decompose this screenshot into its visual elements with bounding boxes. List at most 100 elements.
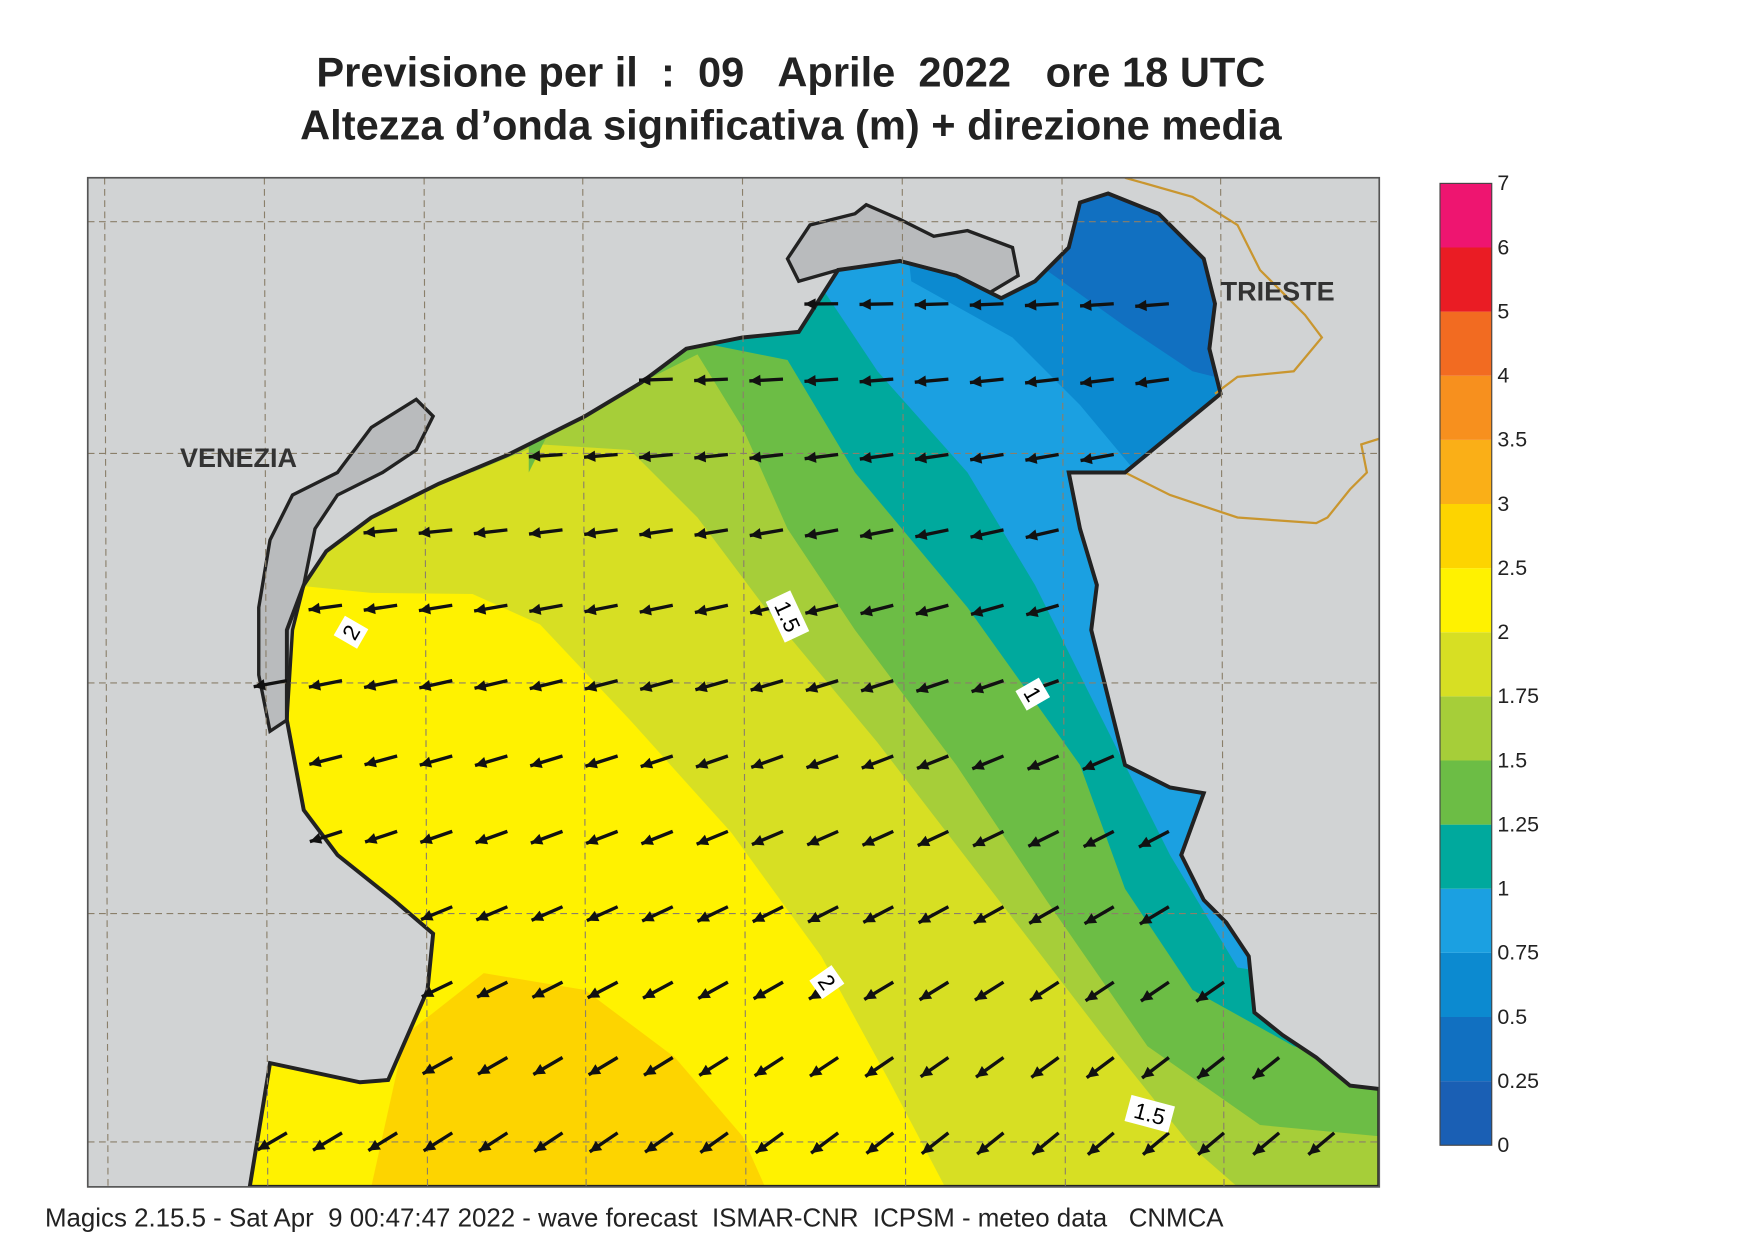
contour-label-bg <box>765 590 810 643</box>
arrow-head <box>971 605 984 617</box>
arrow-head <box>529 603 542 615</box>
arrow-head <box>1027 759 1041 770</box>
arrow-head <box>583 450 596 462</box>
arrow-head <box>970 452 983 464</box>
arrow-head <box>639 604 652 616</box>
arrow-head <box>1085 989 1099 1001</box>
arrow-head <box>916 682 929 694</box>
arrow-head <box>754 1064 768 1076</box>
arrow-head <box>418 526 431 538</box>
arrow-head <box>921 1142 935 1154</box>
arrow-head <box>914 375 927 387</box>
arrow-head <box>1025 529 1038 541</box>
arrow-head <box>533 1063 546 1075</box>
arrow-head <box>419 679 432 691</box>
colorbar-band <box>1440 247 1492 312</box>
arrow-head <box>750 681 763 693</box>
arrow-head <box>586 834 599 845</box>
arrow-head <box>639 527 652 539</box>
arrow-head <box>695 758 709 769</box>
graticule <box>87 177 1380 1187</box>
arrow-head <box>969 375 982 387</box>
arrow-head <box>477 987 490 998</box>
arrow-head <box>859 298 871 310</box>
arrow-head <box>805 681 819 693</box>
arrow-head <box>1082 759 1096 771</box>
arrow-head <box>915 528 928 540</box>
arrow-head <box>308 602 321 614</box>
arrow-head <box>859 451 872 464</box>
arrow-head <box>694 374 706 386</box>
arrow-head <box>1032 1142 1045 1155</box>
arrow-head <box>1135 376 1148 388</box>
colorbar-band <box>1440 375 1492 440</box>
arrow-head <box>751 758 764 769</box>
arrow-head <box>971 682 985 694</box>
arrow-head <box>752 911 766 922</box>
colorbar-band <box>1440 1081 1492 1146</box>
arrow-head <box>974 989 988 1001</box>
map-area <box>87 177 1380 1187</box>
arrow-head <box>641 834 654 845</box>
arrow-head <box>805 605 818 617</box>
place-label: TRIESTE <box>1221 276 1335 306</box>
arrow-head <box>863 912 876 923</box>
arrow-head <box>804 298 816 310</box>
arrow-head <box>476 910 489 921</box>
arrow-head <box>751 834 765 846</box>
arrow-head <box>694 527 707 539</box>
arrow-head <box>1025 376 1037 388</box>
arrow-head <box>479 1140 492 1152</box>
arrow-head <box>1080 453 1093 465</box>
arrow-head <box>699 1064 712 1076</box>
arrow-head <box>587 987 601 998</box>
arrow-head <box>1028 836 1041 847</box>
colorbar-band <box>1440 311 1492 376</box>
arrow-head <box>640 681 653 692</box>
arrow-head <box>809 1065 823 1077</box>
colorbar-band <box>1440 952 1492 1017</box>
arrow-head <box>584 680 598 692</box>
arrow-head <box>639 374 651 386</box>
colorbar-band <box>1440 824 1492 889</box>
arrow-head <box>475 833 489 845</box>
colorbar-label: 0 <box>1497 1133 1509 1157</box>
colorbar-label: 4 <box>1497 364 1509 388</box>
arrow-head <box>531 910 545 921</box>
colorbar-label: 3.5 <box>1497 428 1527 452</box>
arrow-head <box>365 833 378 844</box>
arrow-head <box>694 451 707 463</box>
arrow-head <box>642 911 655 922</box>
arrow-head <box>584 604 597 616</box>
arrow-head <box>808 988 822 1000</box>
colorbar-label: 2.5 <box>1497 556 1527 580</box>
arrow-head <box>1140 990 1154 1002</box>
arrow-head <box>918 912 932 923</box>
wave-direction-arrows <box>253 298 1336 1156</box>
arrow-head <box>1080 299 1092 311</box>
arrow-head <box>643 1064 657 1076</box>
arrow-head <box>750 604 763 616</box>
arrow-head <box>806 758 819 770</box>
arrow-head <box>970 529 983 541</box>
arrow-head <box>1087 1143 1101 1155</box>
colorbar-label: 1 <box>1497 877 1509 901</box>
arrow-head <box>1029 912 1042 924</box>
arrow-head <box>532 987 545 998</box>
colorbar-label: 2 <box>1497 620 1509 644</box>
arrow-head <box>1139 913 1153 925</box>
arrow-head <box>530 757 543 768</box>
arrow-head <box>589 1140 603 1152</box>
arrow-head <box>309 832 323 844</box>
colorbar-label: 1.75 <box>1497 684 1539 708</box>
arrow-head <box>420 833 433 845</box>
arrow-head <box>1030 989 1043 1001</box>
arrow-head <box>478 1063 491 1075</box>
arrow-head <box>419 756 433 768</box>
contour-labels: 1.5 2 1 2 1.5 <box>333 590 1175 1133</box>
arrow-head <box>860 528 873 540</box>
arrow-head <box>808 911 821 923</box>
arrow-head <box>920 1065 934 1077</box>
arrow-head <box>973 912 987 924</box>
